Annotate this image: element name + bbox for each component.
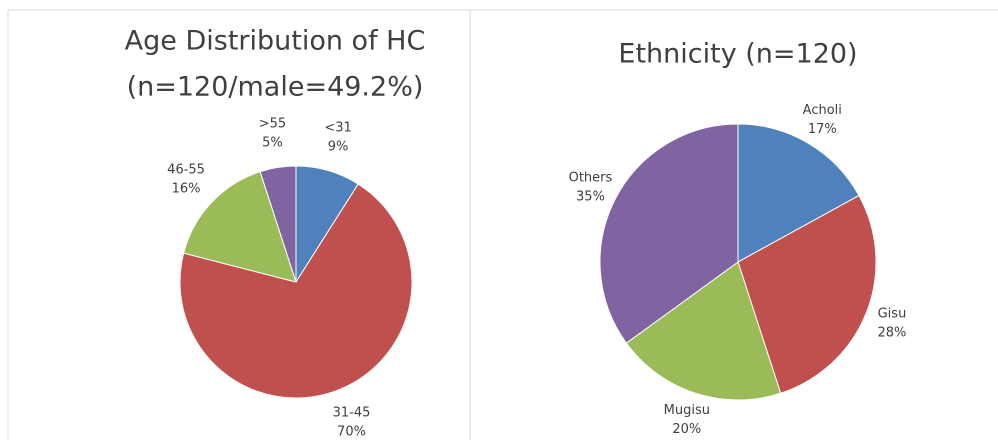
slice-value-label: 70% (337, 425, 366, 440)
chart-title: Age Distribution of HC (125, 26, 426, 57)
slice-value-label: 17% (808, 122, 837, 137)
pie-slice (625, 261, 782, 401)
slice-category-label: 46-55 (167, 162, 205, 177)
slice-category-label: 31-45 (333, 406, 371, 421)
slice-value-label: 20% (672, 422, 701, 437)
pie-slice (599, 123, 739, 344)
chart-title: Ethnicity (n=120) (618, 39, 857, 70)
slice-category-label: Mugisu (664, 403, 710, 418)
pie-slice (737, 123, 860, 263)
slice-value-label: 35% (576, 189, 605, 204)
slice-value-label: 16% (172, 181, 201, 196)
pie-slice (183, 171, 297, 283)
slice-value-label: 28% (878, 325, 907, 340)
slice-category-label: Gisu (878, 306, 907, 321)
slice-category-label: Acholi (803, 103, 842, 118)
slice-value-label: 5% (262, 136, 283, 151)
slice-value-label: 9% (328, 140, 349, 155)
slice-category-label: Others (569, 170, 613, 185)
pie-slice (737, 194, 877, 394)
chart-title: (n=120/male=49.2%) (127, 72, 424, 103)
pie-slice (259, 165, 297, 283)
slice-category-label: <31 (324, 121, 351, 136)
slice-category-label: >55 (259, 117, 286, 132)
pie-slice (179, 183, 413, 399)
